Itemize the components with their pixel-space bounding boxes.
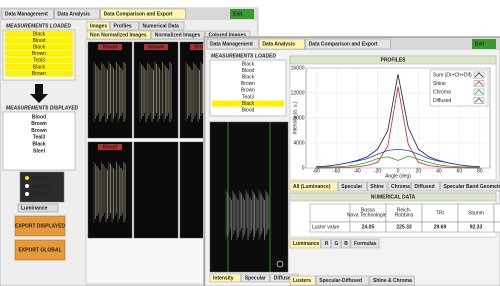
list-item[interactable]: Brown [31, 128, 47, 134]
tab-label[interactable]: B [344, 241, 348, 247]
tab-label[interactable]: Specular [341, 184, 362, 190]
row-label: Luster value [312, 224, 339, 230]
list-item[interactable]: Teal3 [33, 135, 46, 141]
chart-title: PROFILES [380, 57, 406, 63]
y-tick-label: 16000 [291, 65, 305, 71]
table-value: 24.05 [362, 224, 375, 230]
section-title: MEASUREMENTS LOADED [6, 23, 71, 29]
tab-label[interactable]: Shine & Chroma [373, 278, 412, 284]
column-header: Stamm [468, 210, 484, 216]
tab-label[interactable]: Normalized Images [155, 32, 201, 38]
list-item[interactable]: Black [33, 45, 46, 51]
tab-label[interactable]: Data Analysis [57, 11, 90, 17]
legend-label: Shine [433, 81, 446, 87]
tab-label[interactable]: Data Analysis [262, 41, 295, 47]
exit-label[interactable]: Exit [233, 11, 243, 17]
list-item[interactable]: Black [242, 61, 255, 67]
list-item[interactable]: Brown [32, 51, 46, 57]
exit-label[interactable]: Exit [475, 41, 485, 47]
tab-label[interactable]: Images [90, 23, 107, 29]
x-tick-label: 60 [457, 168, 463, 174]
tab-label[interactable]: Data Management [5, 11, 48, 17]
list-item[interactable]: Black [242, 75, 255, 81]
radio[interactable] [25, 184, 29, 188]
tab-label[interactable]: Non Normalized Images [90, 32, 147, 38]
radio[interactable] [25, 176, 29, 180]
export-label[interactable]: EXPORT DISPLAYED [15, 223, 65, 229]
list-item[interactable]: Black [242, 101, 255, 107]
radio[interactable] [25, 192, 29, 196]
tab-label[interactable]: Shine [370, 184, 384, 190]
list-item[interactable]: Teal3 [33, 58, 45, 64]
list-item[interactable]: Blood [32, 114, 46, 120]
tab-label[interactable]: Chroma [391, 184, 410, 190]
column-header: Reich-Robbins [395, 208, 414, 219]
radio-label[interactable]: Specular [31, 183, 51, 189]
tab-label[interactable]: Numerical Data [143, 23, 180, 29]
image-tile [134, 142, 178, 238]
list-item[interactable]: Black [32, 142, 46, 148]
image-label: Brown [148, 44, 164, 50]
tab-label[interactable]: Data Comparison and Export [104, 11, 173, 17]
x-tick-label: 20 [416, 168, 422, 174]
tab-label[interactable]: Luminance [293, 241, 320, 247]
tab-label[interactable]: Formulas [354, 241, 377, 247]
y-tick-label: 4000 [293, 140, 304, 146]
tab-label[interactable]: All (Luminance) [293, 184, 331, 190]
list-item[interactable]: Black [33, 64, 46, 70]
table-value: 225.33 [396, 224, 412, 230]
list-item[interactable]: Brown [241, 81, 255, 87]
list-item[interactable]: Steel [33, 148, 46, 154]
export-label[interactable]: EXPORT GLOBAL [18, 247, 61, 253]
section-title: MEASUREMENTS LOADED [211, 53, 276, 59]
list-item[interactable]: Brown [32, 71, 46, 77]
tab-label[interactable]: Intensity [213, 275, 234, 281]
list-item[interactable]: Brown [241, 88, 255, 94]
list-item[interactable]: Teal3 [242, 94, 254, 100]
table-cell [310, 204, 350, 222]
x-tick-label: 40 [436, 168, 442, 174]
list-item[interactable]: Black [33, 31, 46, 37]
list-item[interactable]: Blood [242, 68, 255, 74]
radio-label[interactable]: Diffused [31, 191, 49, 197]
y-axis-label: Intensity (a. u.) [292, 101, 298, 134]
screenshot: Data Management Data Analysis Data Compari… [0, 0, 500, 286]
radio-label[interactable]: Intensity [31, 175, 50, 181]
tab-label[interactable]: Specular-Diffused [319, 278, 362, 284]
image-label: Blood [103, 44, 117, 50]
x-tick-label: -80 [313, 168, 320, 174]
section-title: MEASUREMENTS DISPLAYED [6, 105, 79, 111]
legend-label: Diffused [433, 98, 451, 104]
list-item[interactable]: Blood [33, 38, 46, 44]
y-tick-label: 12000 [291, 90, 305, 96]
tab-label[interactable]: Specular Band Geometry [444, 184, 500, 190]
tab-label[interactable]: Profiles [114, 23, 133, 29]
table-value: 29.69 [434, 224, 447, 230]
x-tick-label: 80 [477, 168, 483, 174]
tab-label[interactable]: Data Comparison and Export [309, 41, 378, 47]
dropdown-label[interactable]: Luminance [21, 205, 48, 211]
table-value: 92.33 [470, 224, 483, 230]
x-tick-label: -60 [333, 168, 340, 174]
table-cell [494, 222, 500, 232]
tab-label[interactable]: Lusters [293, 278, 311, 284]
table-cell [494, 204, 500, 222]
x-tick-label: -20 [374, 168, 381, 174]
legend-label: Chroma [433, 89, 451, 95]
image-label: Blood [103, 144, 117, 150]
list-item[interactable]: Brown [31, 121, 47, 127]
x-axis-label: Angle (deg) [385, 173, 411, 179]
legend-label: Sum (Dr+Ch+Dif) [433, 72, 472, 78]
x-tick-label: -40 [353, 168, 360, 174]
y-tick-label: 0 [302, 165, 305, 171]
tab-label[interactable]: Diffused [415, 184, 435, 190]
column-header: TRI [436, 210, 444, 216]
tab-label[interactable]: Data Management [210, 41, 253, 47]
list-item[interactable]: Blood [242, 108, 255, 114]
tab-label[interactable]: Specular [245, 275, 266, 281]
tab-label[interactable]: R [325, 241, 329, 247]
table-title: NUMERICAL DATA [371, 194, 416, 200]
tab-label[interactable]: G [335, 241, 339, 247]
